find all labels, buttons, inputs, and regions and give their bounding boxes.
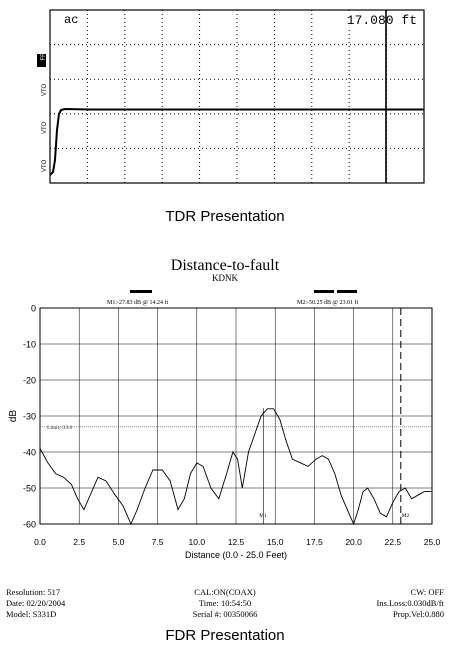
x-tick-label: 17.5 <box>306 537 323 547</box>
footer-model: Model: S331D <box>6 609 57 619</box>
y-tick-label: -20 <box>23 376 36 386</box>
x-tick-label: 22.5 <box>385 537 402 547</box>
tdr-caption: TDR Presentation <box>165 208 285 225</box>
footer-center: CAL:ON(COAX) Time: 10:54:50 Serial #: 00… <box>150 587 300 620</box>
footer-cw: CW: OFF <box>410 587 444 597</box>
x-tick-labels: 0.0 2.5 5.0 7.5 10.0 12.5 15.0 17.5 20.0 22.5 25.0 <box>34 537 440 547</box>
fdr-chart: Distance-to-fault KDNK 0 -10 -20 -30 -40 -50 -… <box>8 257 441 560</box>
footer-prop-vel: Prop.Vel:0.880 <box>393 609 444 619</box>
footer-time: Time: 10:54:50 <box>198 598 252 608</box>
x-tick-label: 2.5 <box>73 537 85 547</box>
tdr-tick-markers: FRB VTO VTO VTO <box>37 49 48 172</box>
x-tick-label: 10.0 <box>189 537 206 547</box>
marker-m2-label: M2:-50.25 dB @ 23.01 ft <box>297 299 359 306</box>
marker-m2-short-label: M2 <box>402 513 410 519</box>
tdr-screen: FRB VTO VTO VTO ac 17.080 ft <box>37 9 425 184</box>
footer-date: Date: 02/20/2004 <box>6 598 66 608</box>
plot-frame <box>39 307 433 525</box>
tdr-frame <box>49 9 425 184</box>
y-tick-label: -50 <box>23 484 36 494</box>
tdr-tick-label: VTO <box>42 159 48 172</box>
tdr-grid <box>50 10 424 183</box>
marker-m1-label: M1:-27.83 dB @ 14.24 ft <box>107 299 169 306</box>
x-tick-label: 25.0 <box>424 537 441 547</box>
footer-cal: CAL:ON(COAX) <box>194 587 256 597</box>
footer-resolution: Resolution: 517 <box>6 587 61 597</box>
fdr-caption: FDR Presentation <box>165 627 285 644</box>
y-tick-label: -10 <box>23 340 36 350</box>
footer-ins-loss: Ins.Loss:0.030dB/ft <box>376 598 444 608</box>
chart-title: Distance-to-fault <box>171 257 280 274</box>
series-line <box>39 408 432 526</box>
fdr-grid <box>40 308 432 524</box>
y-tick-labels: 0 -10 -20 -30 -40 -50 -60 <box>23 304 36 530</box>
tdr-mode-label: ac <box>64 13 78 27</box>
y-tick-label: -60 <box>23 520 36 530</box>
x-tick-label: 5.0 <box>112 537 124 547</box>
x-tick-label: 7.5 <box>152 537 164 547</box>
x-tick-label: 12.5 <box>228 537 245 547</box>
tdr-readout-bg <box>315 12 419 27</box>
y-tick-label: -30 <box>23 412 36 422</box>
footer-serial: Serial #: 00350066 <box>192 609 258 619</box>
tdr-tick-label: FRB <box>41 49 47 61</box>
y-tick-label: -40 <box>23 448 36 458</box>
tdr-mode-label-bg <box>60 12 84 26</box>
marker-m1-short-label: M1 <box>259 513 267 519</box>
y-tick-label: 0 <box>31 304 36 314</box>
marker-m2-bar-left <box>314 290 334 293</box>
tdr-distance-readout: 17.080 ft <box>347 13 417 28</box>
x-axis-label: Distance (0.0 - 25.0 Feet) <box>185 550 287 560</box>
tdr-tick-label: VTO <box>42 121 48 134</box>
footer-left: Resolution: 517 Date: 02/20/2004 Model: … <box>6 587 65 620</box>
limit-label: Limit:-33.0 <box>47 425 72 431</box>
x-tick-label: 0.0 <box>34 537 46 547</box>
footer-right: CW: OFF Ins.Loss:0.030dB/ft Prop.Vel:0.8… <box>376 587 444 620</box>
marker-m2-bar-right <box>337 290 357 293</box>
marker-m1-bar <box>130 290 152 293</box>
x-tick-label: 15.0 <box>267 537 284 547</box>
tdr-reference-marker <box>37 54 46 67</box>
tdr-trace <box>49 107 424 176</box>
chart-subtitle: KDNK <box>212 273 238 283</box>
tdr-tick-label: VTO <box>42 83 48 96</box>
y-axis-label: dB <box>8 410 19 423</box>
x-tick-label: 20.0 <box>345 537 362 547</box>
